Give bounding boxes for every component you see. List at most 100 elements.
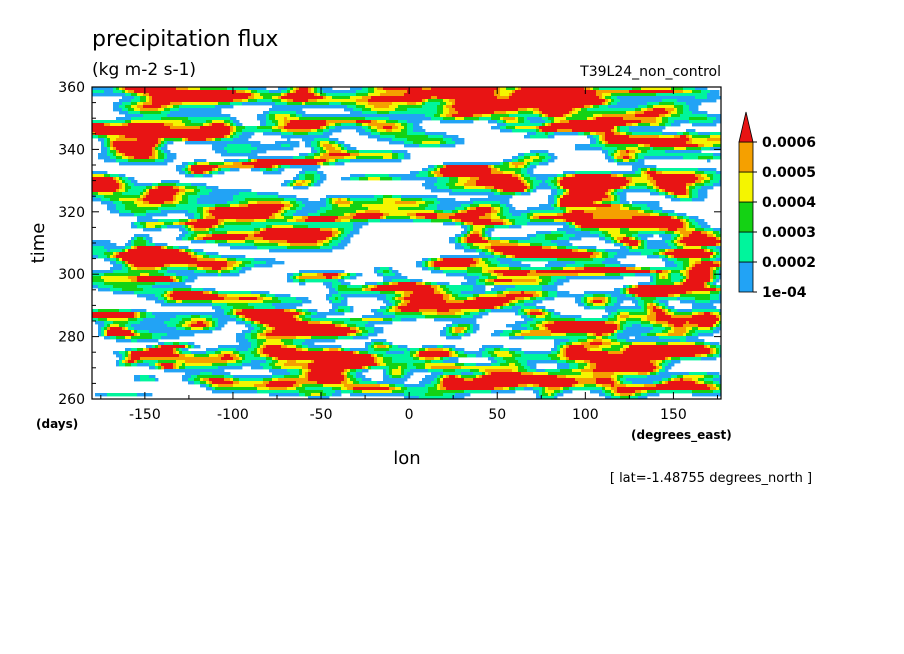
contour-cell (524, 153, 537, 157)
contour-cell (707, 96, 721, 100)
contour-cell (248, 339, 258, 343)
contour-cell (119, 357, 123, 361)
contour-cell (242, 132, 255, 136)
contour-cell (713, 375, 720, 379)
contour-cell (668, 243, 675, 247)
contour-cell (521, 177, 525, 181)
contour-cell (455, 222, 462, 226)
contour-cell (407, 138, 444, 142)
contour-cell (611, 393, 615, 397)
contour-cell (629, 90, 675, 94)
contour-cell (485, 348, 495, 352)
contour-cell (107, 330, 132, 334)
contour-cell (473, 222, 504, 226)
contour-cell (566, 375, 594, 379)
contour-cell (161, 267, 168, 271)
contour-cell (590, 141, 597, 145)
contour-cell (140, 192, 144, 196)
contour-cell (188, 324, 192, 328)
contour-cell (605, 297, 609, 301)
contour-cell (257, 297, 264, 301)
contour-cell (116, 255, 192, 259)
contour-cell (548, 159, 555, 163)
contour-cell (620, 393, 633, 397)
contour-cell (587, 249, 597, 253)
contour-cell (320, 198, 327, 202)
contour-cell (386, 345, 390, 349)
contour-cell (389, 384, 396, 388)
contour-cell (230, 102, 243, 106)
contour-cell (680, 198, 693, 202)
contour-cell (629, 129, 663, 133)
contour-cell (671, 240, 675, 244)
contour-cell (611, 192, 615, 196)
contour-cell (260, 123, 267, 127)
contour-cell (311, 147, 315, 151)
contour-cell (605, 303, 609, 307)
contour-cell (128, 321, 141, 325)
contour-cell (425, 186, 438, 190)
contour-cell (482, 354, 492, 358)
contour-cell (131, 348, 138, 352)
contour-cell (170, 294, 219, 298)
contour-cell (467, 180, 477, 184)
contour-cell (452, 333, 459, 337)
contour-cell (659, 366, 663, 370)
contour-cell (578, 273, 606, 277)
contour-cell (428, 165, 435, 169)
contour-cell (317, 273, 324, 277)
contour-cell (182, 378, 189, 382)
contour-cell (329, 300, 333, 304)
contour-cell (146, 297, 159, 301)
contour-cell (593, 339, 603, 343)
contour-cell (689, 264, 693, 268)
contour-cell (236, 309, 243, 313)
contour-cell (260, 345, 264, 349)
contour-cell (551, 180, 558, 184)
contour-cell (308, 183, 312, 187)
contour-cell (698, 378, 705, 382)
contour-cell (383, 312, 396, 316)
contour-cell (281, 135, 330, 139)
contour-cell (620, 312, 630, 316)
contour-cell (542, 111, 570, 115)
contour-cell (104, 258, 111, 262)
contour-cell (320, 156, 345, 160)
contour-cell (704, 180, 711, 184)
contour-cell (134, 222, 141, 226)
contour-cell (116, 147, 153, 151)
contour-cell (137, 105, 144, 109)
contour-cell (182, 363, 186, 367)
contour-cell (365, 324, 375, 328)
contour-cell (161, 144, 165, 148)
contour-cell (617, 324, 621, 328)
contour-cell (137, 237, 144, 241)
contour-cell (668, 273, 672, 277)
contour-cell (122, 96, 135, 100)
contour-cell (230, 246, 258, 250)
x-axis-label: lon (393, 448, 420, 469)
contour-cell (656, 384, 708, 388)
contour-cell (545, 297, 555, 301)
contour-cell (680, 282, 684, 286)
contour-cell (485, 279, 489, 283)
contour-cell (272, 303, 303, 307)
contour-cell (230, 126, 234, 130)
contour-cell (251, 150, 267, 154)
contour-cell (422, 378, 435, 382)
contour-cell (623, 381, 633, 385)
contour-cell (131, 351, 174, 355)
contour-cell (716, 117, 721, 121)
contour-cell (632, 168, 639, 172)
contour-cell (695, 261, 702, 265)
contour-cell (149, 192, 177, 196)
contour-cell (236, 312, 300, 316)
contour-cell (155, 243, 168, 247)
contour-cell (344, 144, 351, 148)
contour-cell (527, 222, 567, 226)
contour-cell (161, 366, 165, 370)
contour-cell (518, 309, 522, 313)
contour-cell (116, 87, 120, 91)
contour-cell (623, 288, 627, 292)
contour-cell (638, 159, 645, 163)
